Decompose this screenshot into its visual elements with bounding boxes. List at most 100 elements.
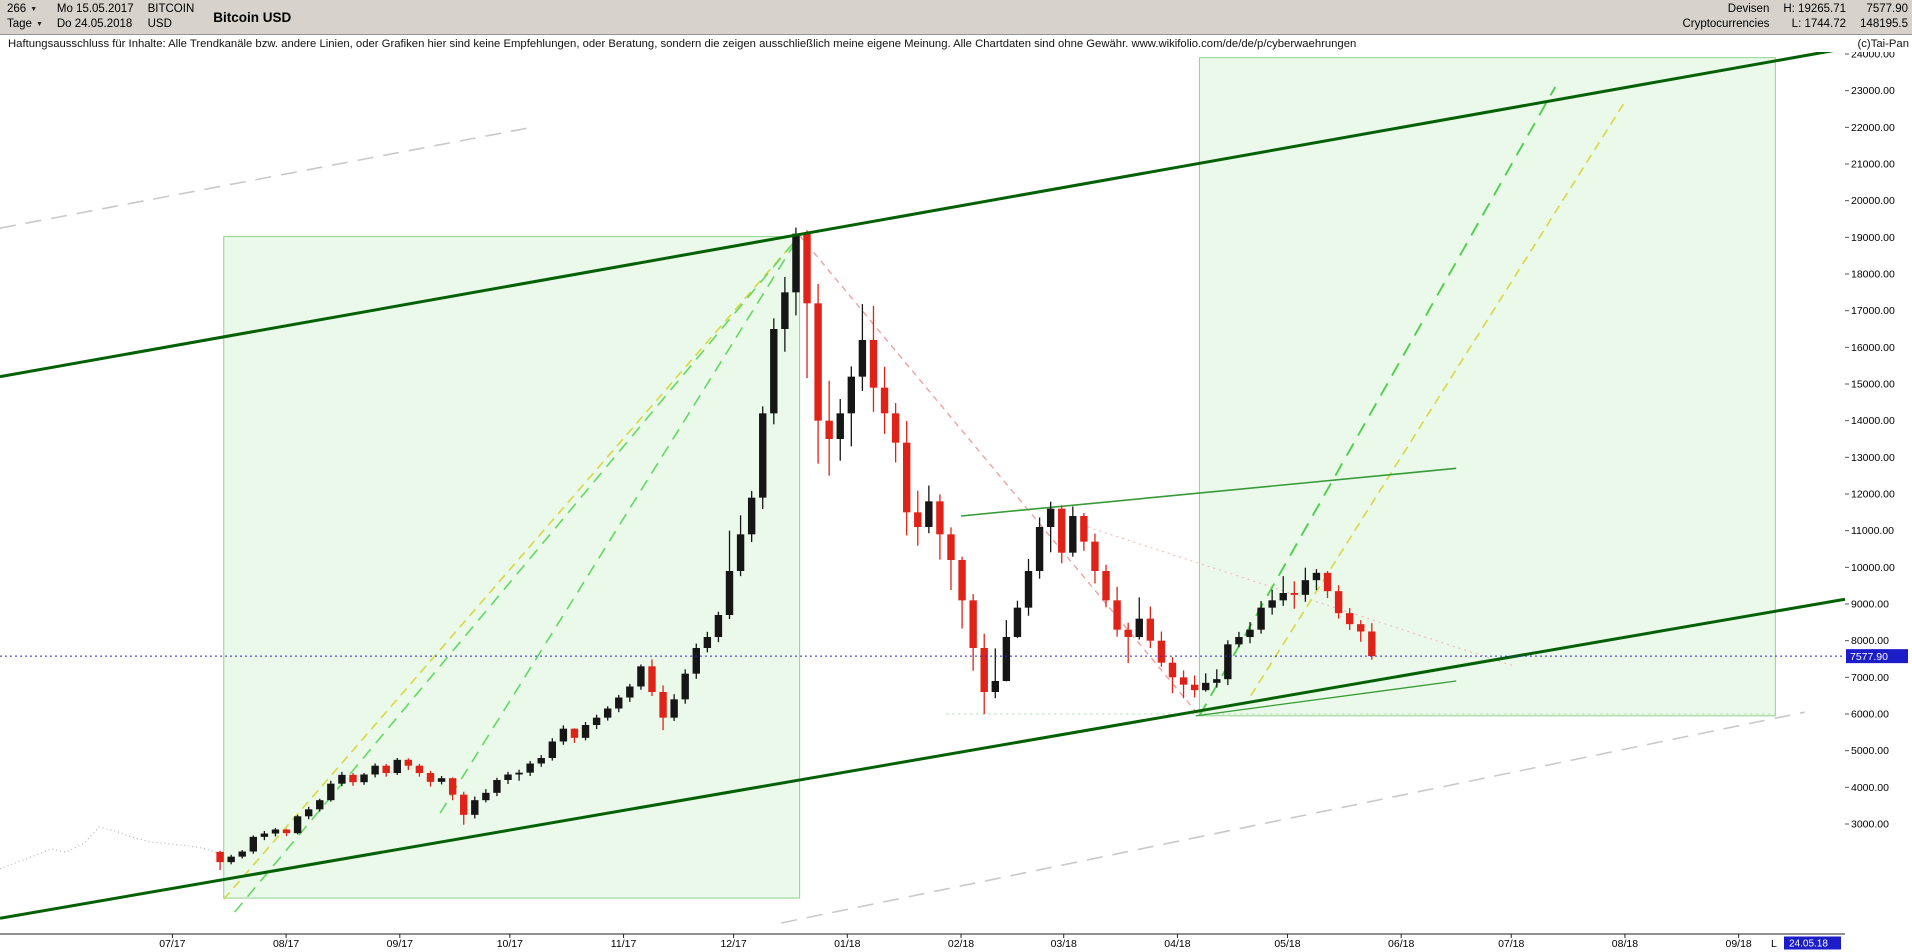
y-axis-label: 14000.00: [1851, 415, 1895, 427]
candle-body: [1345, 613, 1354, 625]
candle-body: [1290, 593, 1298, 595]
candle-body: [271, 829, 280, 834]
date-from-field[interactable]: Mo 15.05.2017: [56, 3, 134, 15]
candle-body: [1069, 516, 1077, 553]
candle-body: [1190, 684, 1199, 691]
date-to-field[interactable]: Do 24.05.2018: [56, 18, 133, 30]
y-axis-label: 8000.00: [1851, 635, 1889, 647]
category-block: Devisen Cryptocurrencies: [1675, 2, 1776, 32]
candle-body: [1235, 637, 1243, 645]
y-axis-label: 4000.00: [1851, 782, 1889, 794]
candle-body: [914, 512, 922, 528]
gray-dashed-lower: [781, 711, 1805, 924]
y-axis-label: 6000.00: [1851, 709, 1889, 721]
candle-body: [1113, 600, 1121, 630]
candle-body: [1091, 541, 1099, 572]
lower-channel-line: [0, 597, 1846, 920]
candle-body: [1357, 624, 1365, 632]
candle-body: [1124, 629, 1132, 638]
green-support-minor: [1195, 680, 1457, 717]
y-axis-label: 3000.00: [1851, 819, 1889, 831]
chart-area[interactable]: 24000.00 23000.00 22000.00 21000.00 20000.00…: [0, 52, 1912, 952]
symbol-block: BITCOIN USD: [141, 2, 202, 32]
candle-body: [670, 699, 678, 718]
candlestick-chart[interactable]: 24000.00 23000.00 22000.00 21000.00 20000.00…: [0, 52, 1912, 952]
candle-body: [1334, 591, 1343, 614]
y-axis-label: 15000.00: [1851, 379, 1895, 391]
candle-body: [836, 413, 844, 440]
period-high-label: H: 19265.71: [1783, 3, 1847, 15]
y-axis-label: 18000.00: [1851, 269, 1895, 281]
y-axis-label: 10000.00: [1851, 562, 1895, 574]
high-low-block: H: 19265.71 L: 1744.72: [1776, 2, 1853, 32]
candle-body: [1146, 618, 1155, 641]
candle-body: [493, 780, 501, 793]
candle-body: [615, 697, 623, 709]
candle-body: [282, 829, 291, 834]
candles-layer: [216, 227, 1376, 871]
x-axis-label: 02/18: [948, 938, 974, 950]
candle-body: [880, 387, 889, 414]
copyright-label: (c)Tai-Pan: [1857, 37, 1912, 50]
disclaimer-bar: Haftungsausschluss für Inhalte: Alle Tre…: [0, 35, 1912, 52]
axes-layer: 24000.00 23000.00 22000.00 21000.00 20000.00…: [0, 52, 1908, 950]
x-axis-label: 07/18: [1498, 938, 1524, 950]
y-axis-label: 22000.00: [1851, 122, 1895, 134]
candle-body: [792, 233, 800, 293]
green-zone-2018: [1198, 57, 1776, 717]
candle-body: [1035, 527, 1044, 572]
candle-body: [991, 681, 999, 693]
candle-body: [360, 774, 368, 783]
x-axis-label: 07/17: [159, 938, 185, 950]
candle-body: [548, 741, 557, 759]
candle-body: [371, 765, 379, 775]
period-low-label: L: 1744.72: [1791, 18, 1847, 30]
y-axis-label: 11000.00: [1851, 525, 1894, 537]
candle-body: [825, 420, 833, 440]
candle-body: [327, 783, 335, 801]
candle-body: [781, 292, 789, 330]
y-axis-label: 19000.00: [1851, 232, 1895, 244]
candle-body: [692, 648, 700, 674]
candle-body: [448, 778, 457, 795]
chevron-down-icon: ▼: [30, 6, 38, 13]
candle-body: [936, 501, 944, 535]
candle-body: [504, 774, 512, 781]
candle-body: [858, 340, 867, 377]
y-axis-label: 9000.00: [1851, 599, 1889, 611]
x-axis-label: 09/18: [1725, 938, 1751, 950]
candle-body: [1135, 618, 1143, 638]
candle-body: [216, 851, 224, 863]
candle-body: [1246, 629, 1254, 638]
x-axis-label: 10/17: [497, 938, 523, 950]
timeframe-dropdown[interactable]: Tage: [7, 18, 32, 30]
chevron-down-icon: ▼: [35, 21, 43, 28]
price-marker-box: [1846, 649, 1908, 664]
price-marker-label: 7577.90: [1850, 651, 1888, 663]
candle-body: [227, 856, 235, 863]
bars-count-dropdown[interactable]: 266: [7, 3, 27, 15]
candle-body: [393, 759, 401, 774]
candle-body: [925, 501, 933, 528]
candle-body: [1224, 644, 1232, 680]
x-axis-label: 09/17: [387, 938, 413, 950]
candle-body: [249, 836, 258, 852]
candle-body: [304, 809, 313, 817]
x-axis-label: 01/18: [834, 938, 860, 950]
instrument-title: Bitcoin USD: [213, 9, 292, 25]
candle-body: [1024, 571, 1033, 608]
y-axis-label: 21000.00: [1851, 159, 1895, 171]
candle-body: [415, 765, 424, 774]
candle-body: [1046, 508, 1055, 528]
candle-body: [814, 303, 822, 421]
overlay-layer-back: [0, 57, 1805, 924]
candle-body: [603, 708, 612, 718]
last-bar-marker: L: [1771, 938, 1777, 950]
candle-body: [714, 615, 723, 638]
candle-body: [382, 765, 390, 774]
candle-body: [1157, 640, 1166, 663]
candle-body: [460, 794, 468, 815]
candle-body: [482, 792, 490, 801]
candle-body: [1058, 508, 1066, 553]
candle-body: [471, 800, 479, 815]
